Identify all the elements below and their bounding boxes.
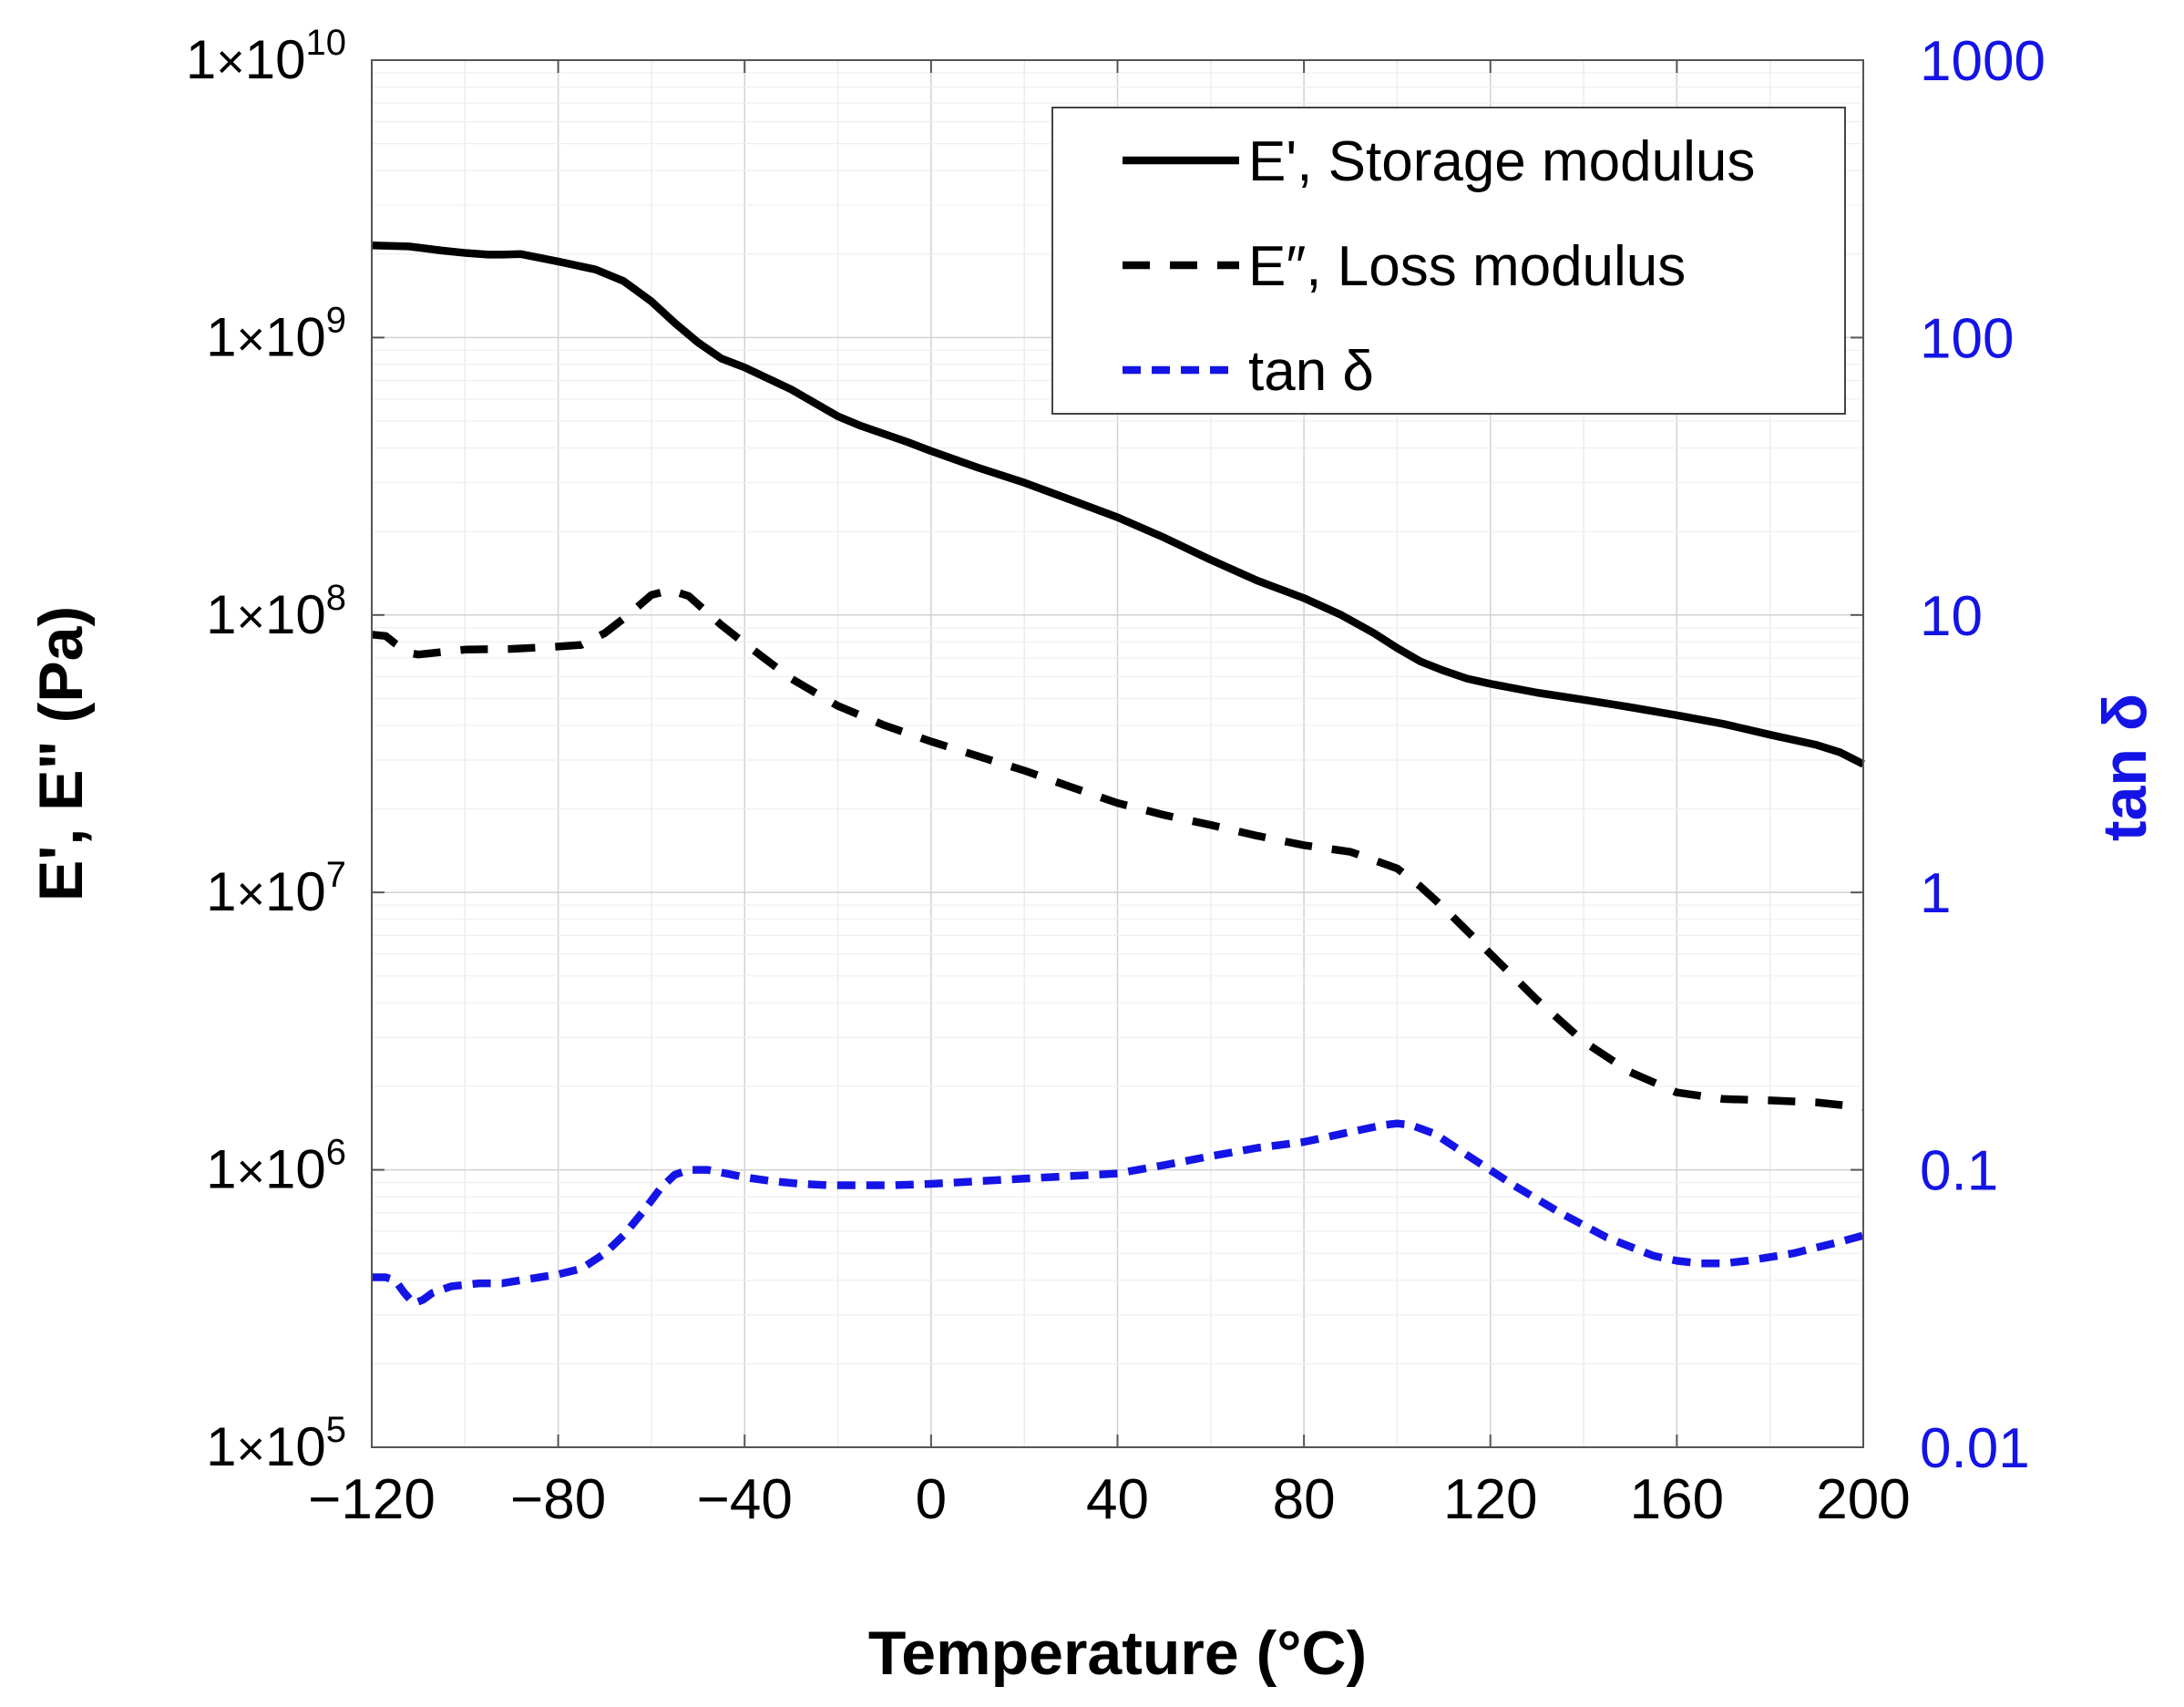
y2-axis-label: tan δ: [2090, 694, 2159, 841]
x-tick-label: 80: [1273, 1468, 1336, 1531]
series-group: [371, 241, 1865, 1308]
y2-tick-label: 0.01: [1920, 1417, 2030, 1480]
x-axis-label: Temperature (°C): [868, 1619, 1367, 1688]
x-tick-label: 120: [1443, 1468, 1537, 1531]
x-tick-label: 40: [1086, 1468, 1149, 1531]
x-tick-label: −120: [308, 1468, 436, 1531]
series-line-storage-modulus: [371, 241, 1865, 768]
legend: E', Storage modulus E″, Loss modulus tan δ: [1051, 107, 1846, 415]
y-tick-label: 1×108: [206, 578, 346, 645]
x-tick-label: 160: [1630, 1468, 1724, 1531]
y-tick-label: 1×107: [206, 855, 346, 922]
y-tick-label: 1×105: [206, 1410, 346, 1477]
x-tick-label: 200: [1816, 1468, 1910, 1531]
y-tick-label: 1×106: [206, 1133, 346, 1200]
legend-label: E″, Loss modulus: [1248, 235, 1686, 298]
y2-tick-label: 100: [1920, 307, 2014, 370]
y2-tick-label: 1: [1920, 862, 1951, 925]
x-tick-label: 0: [916, 1468, 947, 1531]
y-axis-label: E', E" (Pa): [26, 606, 96, 901]
y-tick-label: 1×109: [206, 300, 346, 367]
series-line-tan-delta: [372, 1119, 1865, 1308]
legend-label: E', Storage modulus: [1248, 130, 1755, 193]
x-tick-label: −40: [697, 1468, 793, 1531]
x-tick-label: −80: [510, 1468, 606, 1531]
legend-label: tan δ: [1248, 340, 1374, 403]
y2-tick-label: 10: [1920, 585, 1983, 648]
y-tick-label: 1×1010: [186, 23, 346, 90]
ticks: −120 −80 −40 0 40 80 120 160 200 1×105 1×106 1×107 1…: [186, 23, 2046, 1531]
y2-tick-label: 0.1: [1920, 1140, 1998, 1203]
y2-tick-label: 1000: [1920, 30, 2046, 93]
